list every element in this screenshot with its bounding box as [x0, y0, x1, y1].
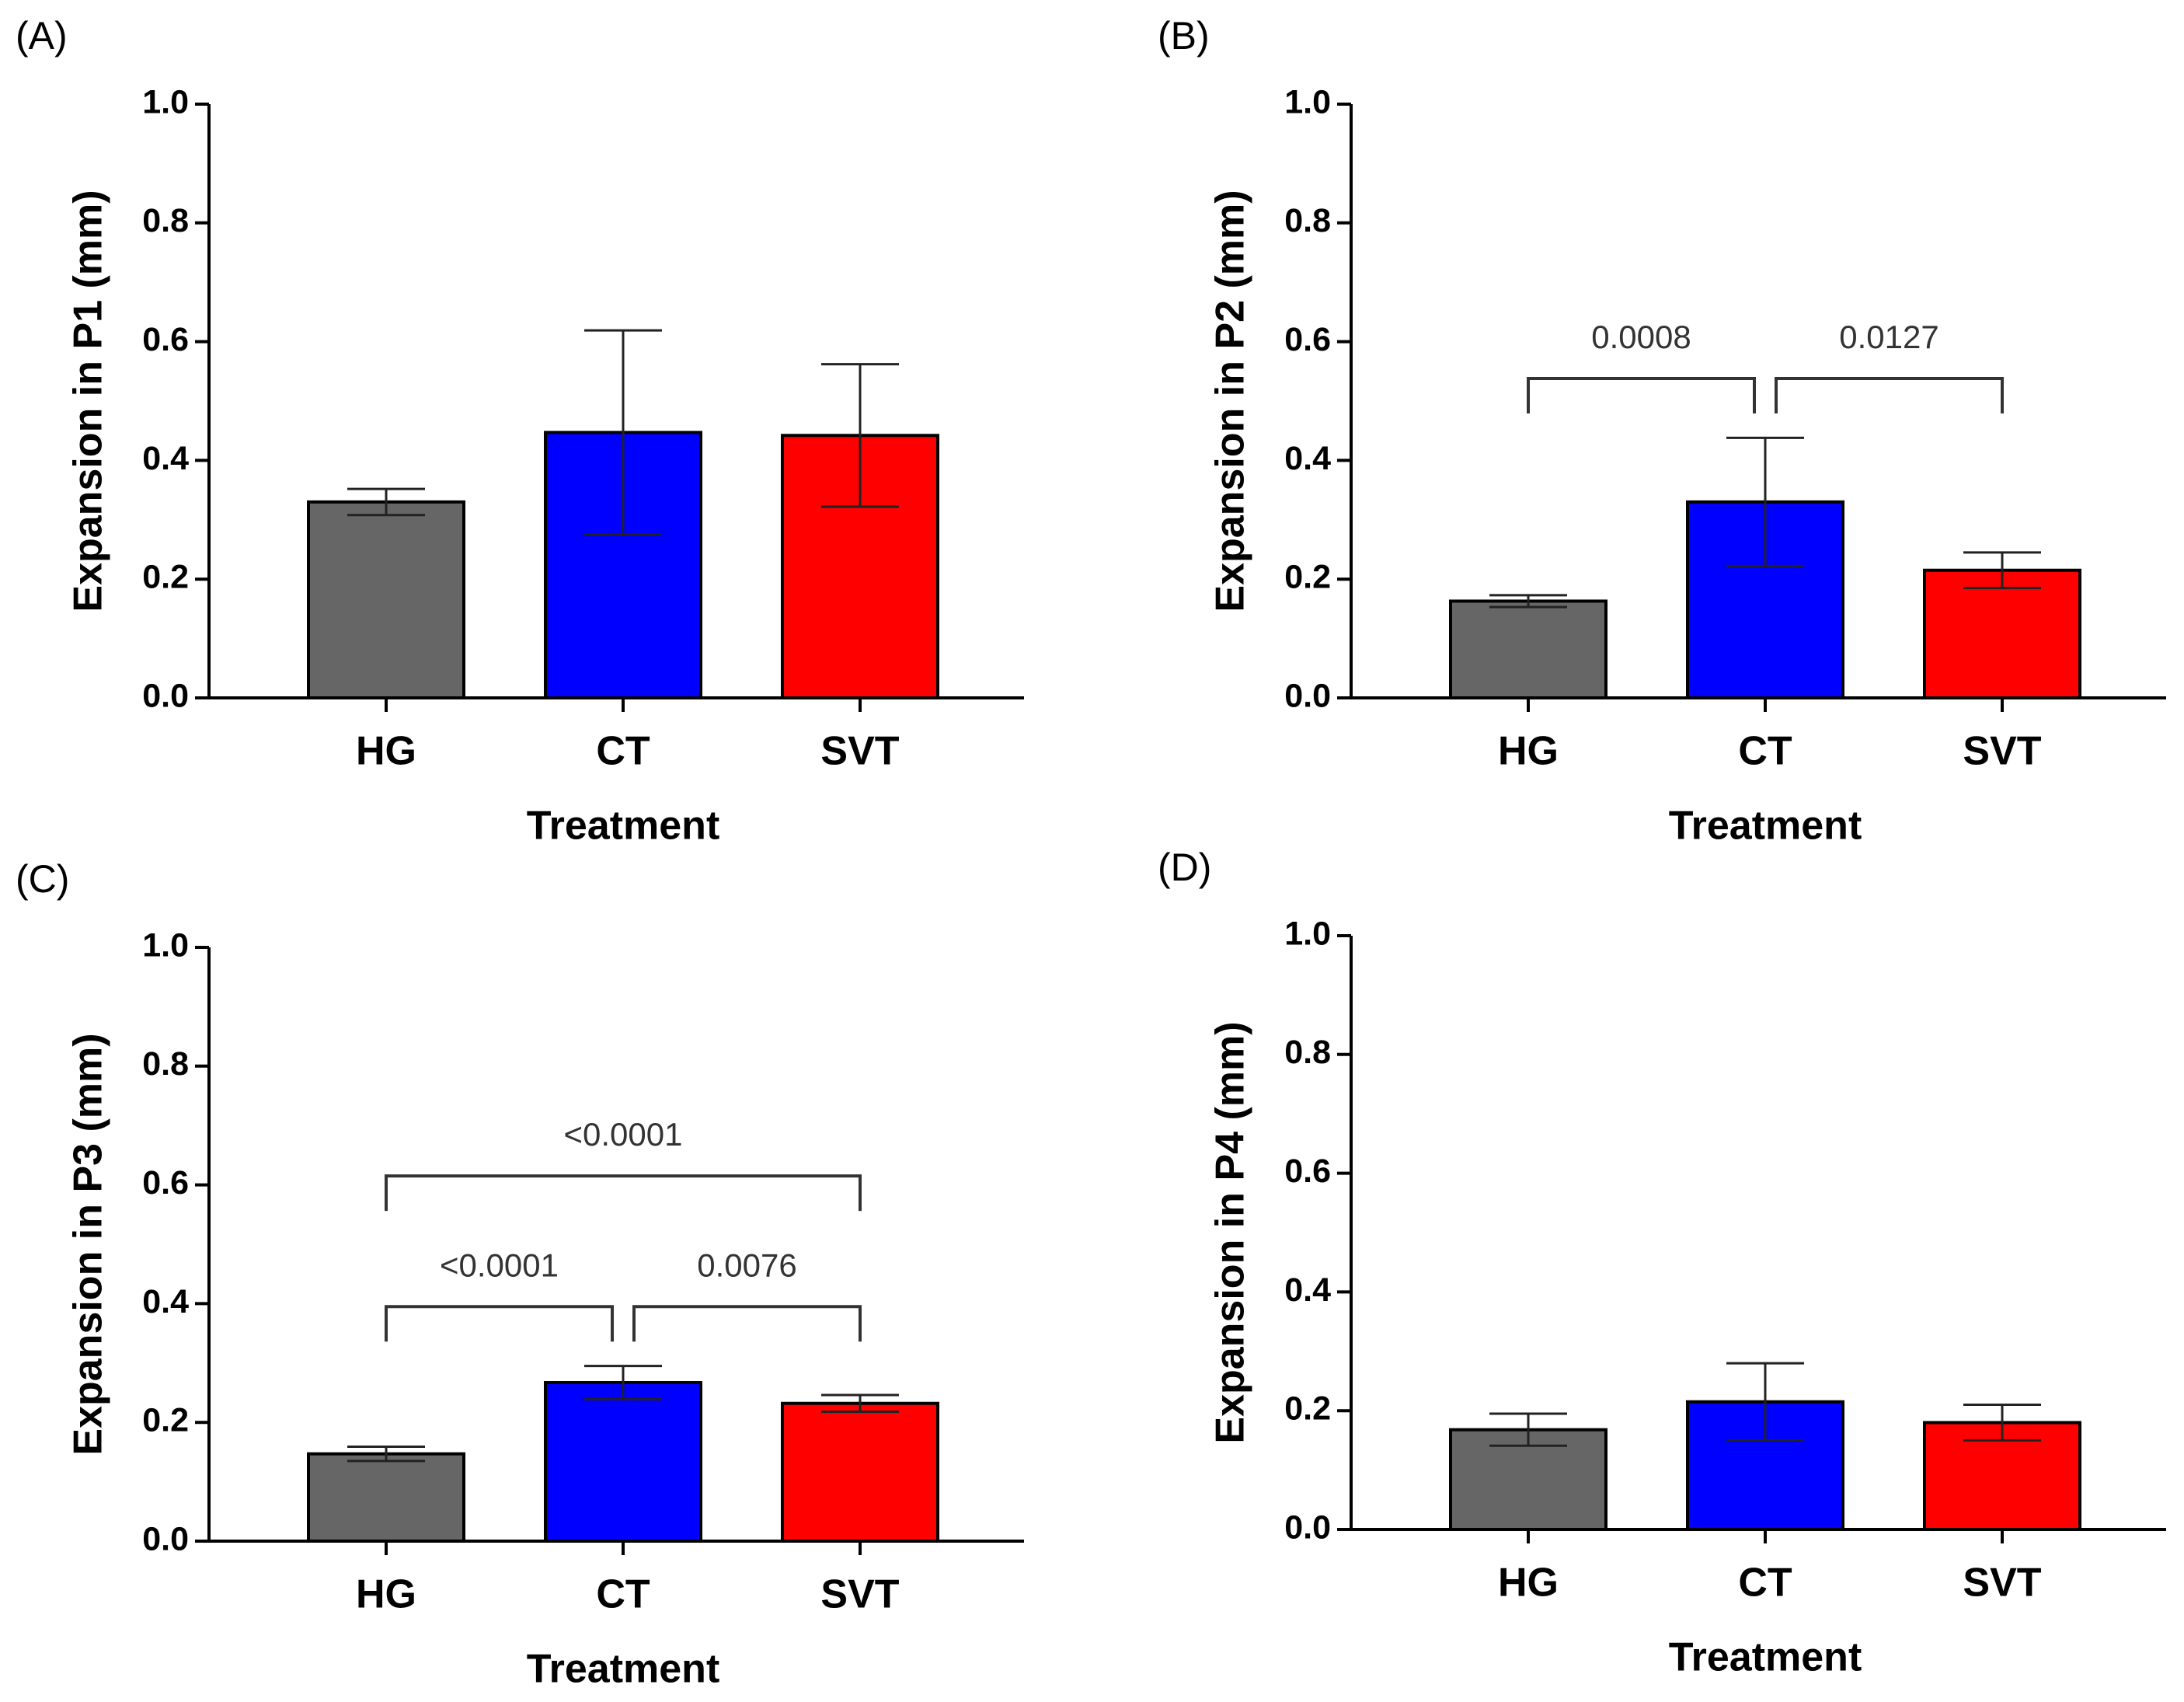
y-tick-label: 0.2: [1284, 559, 1331, 596]
x-axis-title: Treatment: [527, 1647, 720, 1692]
x-axis-title: Treatment: [1669, 1635, 1862, 1680]
bar: [1449, 599, 1608, 700]
significance-bracket: [1775, 376, 2004, 413]
significance-bracket: [385, 1305, 614, 1342]
x-tick-label: HG: [356, 1572, 416, 1617]
y-tick-label: 0.8: [1284, 1034, 1331, 1071]
bar: [1923, 568, 2081, 699]
bar: [307, 1452, 465, 1543]
x-tick-label: HG: [1498, 729, 1559, 774]
y-tick-label: 0.4: [1284, 1271, 1331, 1309]
y-tick-label: 1.0: [142, 926, 189, 964]
x-axis-title: Treatment: [527, 804, 720, 849]
x-tick-label: SVT: [1963, 729, 2041, 774]
x-tick-label: SVT: [1963, 1561, 2041, 1606]
y-tick-label: 0.8: [142, 202, 189, 239]
significance-label: <0.0001: [564, 1116, 683, 1153]
panel-label: (C): [16, 857, 69, 901]
x-tick-label: HG: [356, 729, 416, 774]
y-tick-label: 0.6: [1284, 1153, 1331, 1190]
y-tick-label: 0.0: [1284, 1508, 1331, 1546]
significance-bracket: [1527, 376, 1756, 413]
y-tick-label: 0.2: [1284, 1390, 1331, 1428]
x-tick-label: SVT: [820, 729, 899, 774]
x-tick-label: HG: [1498, 1561, 1559, 1606]
y-tick-label: 0.4: [142, 1283, 189, 1320]
panel-label: (B): [1158, 14, 1210, 58]
y-tick-label: 0.6: [142, 321, 189, 358]
y-axis-title: Expansion in P2 (mm): [1208, 190, 1253, 612]
y-tick-label: 0.8: [1284, 202, 1331, 239]
significance-bracket: [632, 1305, 862, 1342]
significance-label: 0.0076: [697, 1247, 796, 1283]
bar: [307, 500, 465, 699]
y-tick-label: 0.0: [1284, 677, 1331, 714]
y-tick-label: 0.0: [142, 677, 189, 714]
y-tick-label: 1.0: [1284, 83, 1331, 120]
y-axis-title: Expansion in P4 (mm): [1208, 1021, 1253, 1443]
y-axis-title: Expansion in P1 (mm): [66, 190, 111, 612]
y-tick-label: 1.0: [1284, 915, 1331, 952]
x-tick-label: SVT: [820, 1572, 899, 1617]
bar: [544, 1381, 702, 1543]
x-tick-label: CT: [596, 729, 650, 774]
panel-label: (D): [1158, 846, 1211, 889]
y-axis-title: Expansion in P3 (mm): [66, 1033, 111, 1455]
x-tick-label: CT: [596, 1572, 650, 1617]
y-tick-label: 0.8: [142, 1045, 189, 1083]
significance-label: <0.0001: [440, 1247, 559, 1283]
significance-label: 0.0008: [1591, 319, 1691, 355]
y-tick-label: 0.2: [142, 559, 189, 596]
significance-bracket: [385, 1174, 862, 1212]
x-tick-label: CT: [1738, 729, 1792, 774]
y-tick-label: 0.6: [1284, 321, 1331, 358]
y-tick-label: 0.0: [142, 1520, 189, 1557]
y-tick-label: 0.6: [142, 1164, 189, 1202]
y-tick-label: 1.0: [142, 83, 189, 120]
x-tick-label: CT: [1738, 1561, 1792, 1606]
bar: [781, 1401, 939, 1543]
bar: [1923, 1421, 2081, 1531]
y-tick-label: 0.4: [142, 440, 189, 477]
y-tick-label: 0.2: [142, 1402, 189, 1439]
significance-label: 0.0127: [1839, 319, 1938, 355]
panel-label: (A): [16, 14, 68, 58]
x-axis-title: Treatment: [1669, 804, 1862, 849]
y-tick-label: 0.4: [1284, 440, 1331, 477]
